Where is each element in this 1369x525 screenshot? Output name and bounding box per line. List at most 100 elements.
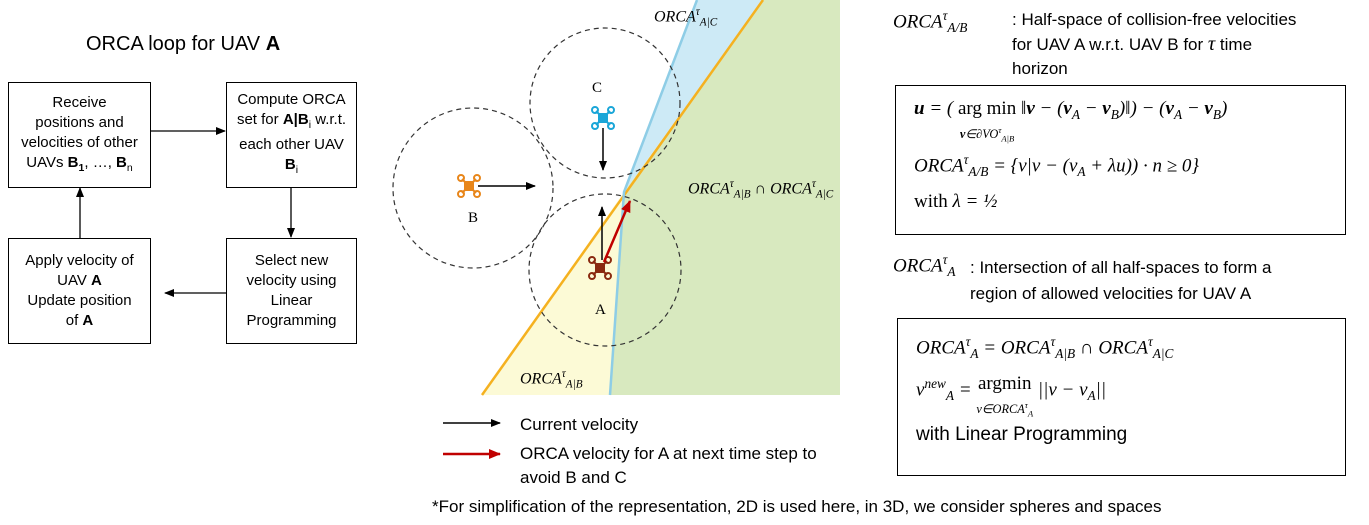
text-run: B — [468, 210, 478, 226]
text-line: with Linear Programming — [916, 420, 1327, 450]
text-line: Select new — [255, 251, 328, 271]
text-run: C — [592, 80, 602, 96]
text-run: with — [914, 191, 948, 212]
text-run: A|C — [816, 189, 833, 201]
formula-box: ORCAτA = ORCAτA|B ∩ ORCAτA|CvnewA = argm… — [897, 318, 1346, 476]
text-line: Current velocity — [520, 413, 638, 437]
text-run: velocity using — [246, 272, 336, 289]
text-line: : Intersection of all half-spaces to for… — [970, 255, 1271, 281]
text-line: vnewA = argminv∈ORCAτA ||v − vA|| — [916, 369, 1327, 420]
definition-text: : Half-space of collision-free velocitie… — [1012, 8, 1296, 81]
text-line: Programming — [246, 311, 336, 331]
text-run: ORCA — [893, 255, 943, 276]
definition-term: ORCAτA/B — [893, 8, 967, 36]
text-line: Linear — [271, 291, 313, 311]
definition-text: : Intersection of all half-spaces to for… — [970, 255, 1271, 307]
text-run: A — [1072, 107, 1080, 122]
text-line: A — [595, 302, 606, 319]
text-run: : Half-space of collision-free velocitie… — [1012, 10, 1296, 29]
text-run: w.r.t. — [311, 111, 346, 128]
definition-term: ORCAτA — [893, 252, 956, 280]
text-run: = ORCA — [979, 337, 1051, 358]
text-run: A|B — [566, 379, 583, 391]
text-run: A — [91, 272, 102, 289]
text-run: ORCA velocity for A at next time step to — [520, 444, 817, 463]
text-run: ORCA — [654, 8, 696, 25]
operator: arg minv∈∂VOτA|B — [958, 94, 1016, 145]
text-line: avoid B and C — [520, 466, 817, 490]
text-run: each other UAV — [239, 136, 344, 153]
text-run: Current velocity — [520, 415, 638, 434]
text-run: B — [1213, 107, 1221, 122]
text-run: Apply velocity of — [25, 252, 133, 269]
text-run: v — [1063, 98, 1071, 119]
footnote: *For simplification of the representatio… — [432, 497, 1162, 517]
text-run: ∈∂VO — [965, 127, 998, 141]
text-run: Select new — [255, 252, 328, 269]
text-line: velocities of other — [21, 133, 138, 153]
text-run: ORCA loop for UAV — [86, 33, 266, 55]
text-run: v∈ORCA — [976, 402, 1024, 416]
text-run: A — [1088, 388, 1096, 403]
text-run: Receive — [52, 94, 106, 111]
text-run: λ = ½ — [948, 191, 998, 212]
text-line: Bi — [285, 155, 298, 180]
text-run: ORCA — [520, 370, 562, 387]
text-run: − — [1182, 98, 1204, 119]
uav-label: C — [592, 80, 602, 97]
text-run: i — [296, 164, 298, 176]
text-line: UAVs B1, …, Bn — [26, 153, 132, 178]
text-line: ORCAτA — [893, 252, 956, 280]
text-line: ORCAτA/B — [893, 8, 967, 36]
text-run: v — [1204, 98, 1212, 119]
text-run: A — [970, 346, 978, 361]
flow-node: Select new velocity using Linear Programmin… — [226, 238, 357, 344]
region-label: ORCAτA|C — [654, 6, 717, 29]
text-run: A — [1077, 164, 1085, 179]
text-run: v — [1102, 98, 1110, 119]
text-run: A|C — [700, 17, 717, 29]
text-line: positions and — [35, 113, 123, 133]
text-run: ORCA — [893, 11, 943, 32]
text-run: u — [914, 98, 925, 119]
text-run: new — [924, 376, 945, 391]
text-run: A|B — [734, 189, 751, 201]
text-run: A/B — [947, 20, 967, 35]
text-run: )‖) − ( — [1119, 98, 1166, 119]
text-line: ORCA velocity for A at next time step to — [520, 442, 817, 466]
operator-subscript: v∈ORCAτA — [976, 399, 1033, 420]
formula-box: u = ( arg minv∈∂VOτA|B ‖v − (vA − vB)‖) … — [895, 85, 1346, 235]
text-run: UAV — [57, 272, 91, 289]
text-line: Compute ORCA — [237, 90, 345, 110]
text-line: velocity using — [246, 271, 336, 291]
text-run: A — [1174, 107, 1182, 122]
text-line: ORCAτA|C — [654, 6, 717, 29]
text-run: = {v|v − (v — [988, 155, 1077, 176]
flowchart-title: ORCA loop for UAV A — [86, 33, 280, 56]
text-line: UAV A — [57, 271, 102, 291]
operator-text: arg min — [958, 94, 1016, 124]
text-line: each other UAV — [239, 135, 344, 155]
text-run: Compute ORCA — [237, 91, 345, 108]
text-run: Linear — [271, 292, 313, 309]
text-run: + λu)) · n ≥ 0} — [1086, 155, 1199, 176]
text-run: ∩ ORCA — [751, 180, 812, 197]
text-run: ∩ ORCA — [1075, 337, 1148, 358]
text-run: *For simplification of the representatio… — [432, 497, 1162, 516]
text-run: B — [116, 154, 127, 171]
operator: argminv∈ORCAτA — [976, 369, 1033, 420]
text-run: of — [66, 312, 83, 329]
text-line: ORCAτA = ORCAτA|B ∩ ORCAτA|C — [916, 327, 1327, 369]
text-run: ) — [1221, 98, 1227, 119]
text-run: A — [82, 312, 93, 329]
text-run: , …, — [84, 154, 116, 171]
text-run: A|B — [1001, 134, 1014, 144]
text-run: with Linear Programming — [916, 424, 1127, 445]
page: ORCA loop for UAV A Receive positions and… — [0, 0, 1369, 525]
region-label: ORCAτA|B — [520, 368, 583, 391]
text-line: ORCAτA|B ∩ ORCAτA|C — [688, 178, 833, 201]
text-line: of A — [66, 311, 94, 331]
text-run: n — [127, 162, 133, 174]
